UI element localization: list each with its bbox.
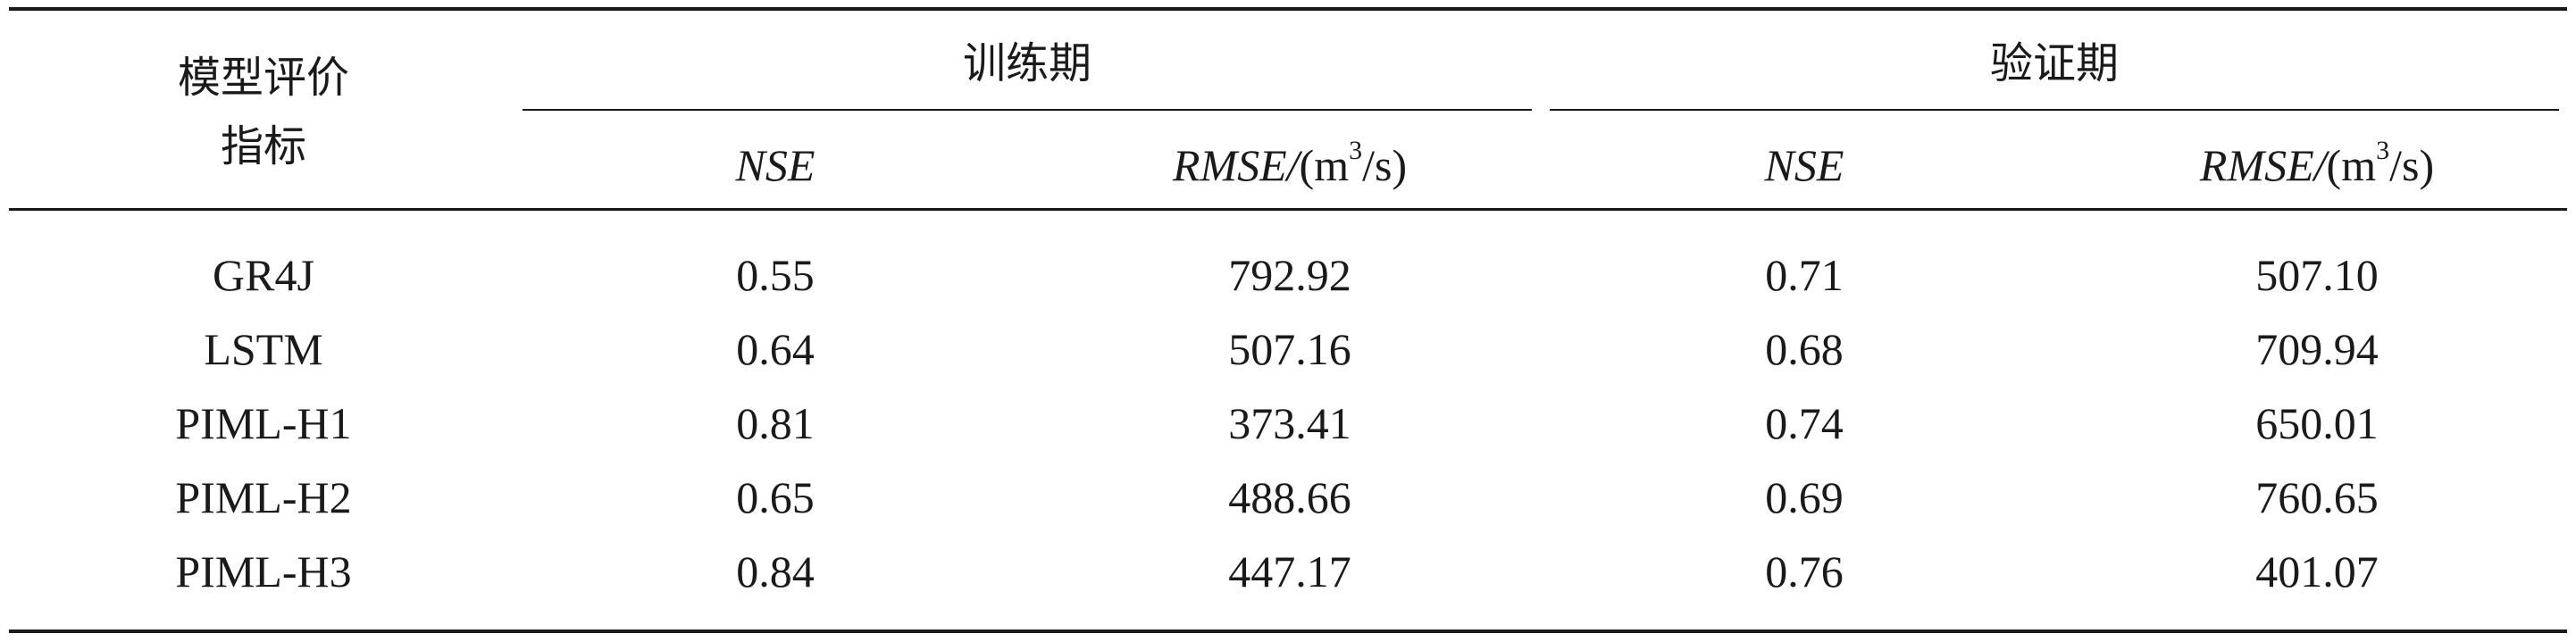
train-rmse-unit-open: (m bbox=[1299, 140, 1350, 190]
training-period-header: 训练期 bbox=[962, 38, 1092, 88]
valid-nse-cell: 0.76 bbox=[1765, 546, 1844, 596]
train-nse-cell: 0.55 bbox=[736, 250, 815, 300]
model-name-cell: PIML-H3 bbox=[175, 546, 352, 596]
train-nse-cell: 0.81 bbox=[736, 398, 815, 448]
valid-rmse-cell: 401.07 bbox=[2255, 546, 2379, 596]
valid-rmse-label: RMSE/ bbox=[2199, 140, 2327, 190]
row-label-header-line2: 指标 bbox=[220, 121, 307, 171]
valid-rmse-header: RMSE/(m3/s) bbox=[2199, 138, 2435, 190]
model-name-cell: LSTM bbox=[204, 324, 323, 374]
model-name-cell: PIML-H2 bbox=[175, 472, 352, 522]
train-rmse-cell: 792.92 bbox=[1228, 250, 1351, 300]
train-nse-header: NSE bbox=[735, 140, 815, 190]
valid-rmse-unit-close: /s) bbox=[2389, 140, 2435, 190]
valid-nse-cell: 0.68 bbox=[1765, 324, 1844, 374]
valid-rmse-cell: 760.65 bbox=[2255, 472, 2379, 522]
valid-nse-cell: 0.71 bbox=[1765, 250, 1844, 300]
valid-rmse-unit-open: (m bbox=[2326, 140, 2377, 190]
validation-period-header: 验证期 bbox=[1989, 38, 2120, 88]
train-rmse-unit-close: /s) bbox=[1362, 140, 1408, 190]
train-group-underline bbox=[523, 109, 1532, 111]
top-rule bbox=[9, 7, 2567, 11]
model-name-cell: PIML-H1 bbox=[175, 398, 352, 448]
train-rmse-unit-exp: 3 bbox=[1349, 136, 1363, 165]
train-rmse-cell: 373.41 bbox=[1228, 398, 1351, 448]
train-nse-cell: 0.64 bbox=[736, 324, 815, 374]
train-rmse-cell: 507.16 bbox=[1228, 324, 1351, 374]
train-nse-cell: 0.65 bbox=[736, 472, 815, 522]
valid-nse-cell: 0.69 bbox=[1765, 472, 1844, 522]
train-rmse-cell: 447.17 bbox=[1228, 546, 1351, 596]
valid-nse-cell: 0.74 bbox=[1765, 398, 1844, 448]
header-bottom-rule bbox=[9, 208, 2567, 211]
valid-rmse-cell: 709.94 bbox=[2255, 324, 2379, 374]
train-rmse-cell: 488.66 bbox=[1228, 472, 1351, 522]
valid-rmse-cell: 507.10 bbox=[2255, 250, 2379, 300]
valid-nse-header: NSE bbox=[1764, 140, 1844, 190]
valid-group-underline bbox=[1550, 109, 2559, 111]
bottom-rule bbox=[9, 629, 2567, 633]
valid-rmse-unit-exp: 3 bbox=[2376, 136, 2390, 165]
train-nse-cell: 0.84 bbox=[736, 546, 815, 596]
row-label-header-line1: 模型评价 bbox=[177, 53, 350, 103]
model-name-cell: GR4J bbox=[213, 250, 314, 300]
train-rmse-header: RMSE/(m3/s) bbox=[1172, 138, 1408, 190]
train-rmse-label: RMSE/ bbox=[1172, 140, 1300, 190]
valid-rmse-cell: 650.01 bbox=[2255, 398, 2379, 448]
